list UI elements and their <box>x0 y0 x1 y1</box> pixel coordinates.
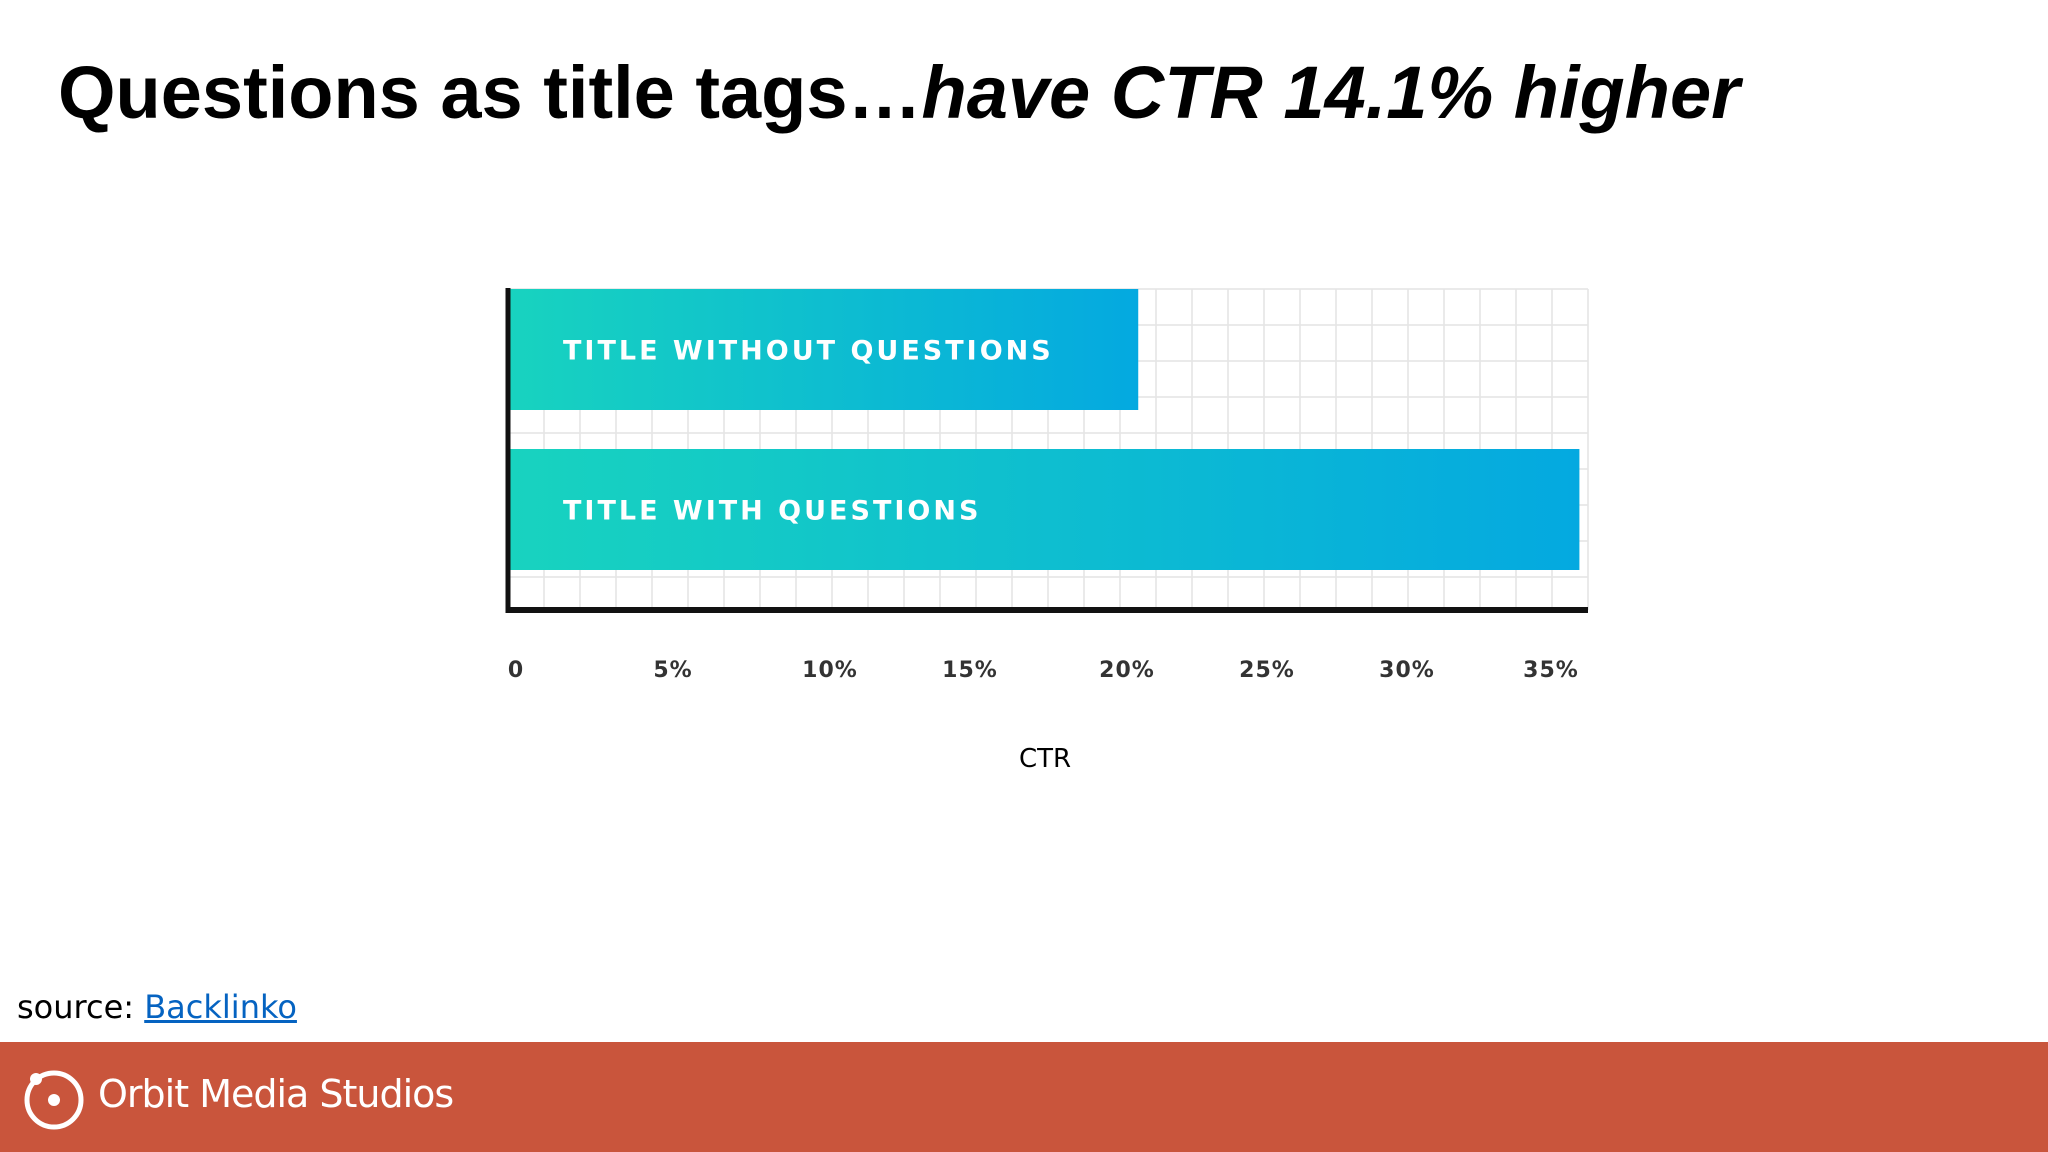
x-axis-title: CTR <box>1018 744 1072 774</box>
source-citation: source: Backlinko <box>17 988 297 1026</box>
title-emphasis: have CTR 14.1% higher <box>921 51 1740 134</box>
title-main: Questions as title tags… <box>58 51 922 134</box>
chart-bars: TITLE WITHOUT QUESTIONS TITLE WITH QUESTI… <box>508 289 1580 570</box>
bar-title-without-questions <box>508 289 1139 410</box>
bar-label: TITLE WITH QUESTIONS <box>563 496 981 527</box>
source-prefix: source: <box>17 988 145 1026</box>
x-tick-label: 30% <box>1379 658 1435 683</box>
source-link[interactable]: Backlinko <box>144 988 297 1026</box>
x-tick-label: 25% <box>1239 658 1295 683</box>
orbit-logo-icon <box>24 1070 84 1130</box>
bar-title-with-questions <box>508 449 1580 570</box>
bar-label: TITLE WITHOUT QUESTIONS <box>563 336 1054 367</box>
x-tick-label: 5% <box>653 658 692 683</box>
x-tick-label: 20% <box>1099 658 1155 683</box>
x-tick-label: 0 <box>508 658 524 683</box>
chart-axes <box>505 288 1588 613</box>
chart-tick-labels: 0 5% 10% 15% 20% 25% 30% 35% <box>508 658 1579 683</box>
slide-title: Questions as title tags…have CTR 14.1% h… <box>58 48 1740 138</box>
footer-bar: Orbit Media Studios <box>0 1042 2048 1152</box>
ctr-bar-chart: TITLE WITHOUT QUESTIONS TITLE WITH QUESTI… <box>505 288 1589 683</box>
x-tick-label: 35% <box>1523 658 1579 683</box>
x-tick-label: 10% <box>802 658 858 683</box>
brand-name: Orbit Media Studios <box>98 1072 454 1116</box>
x-tick-label: 15% <box>942 658 998 683</box>
